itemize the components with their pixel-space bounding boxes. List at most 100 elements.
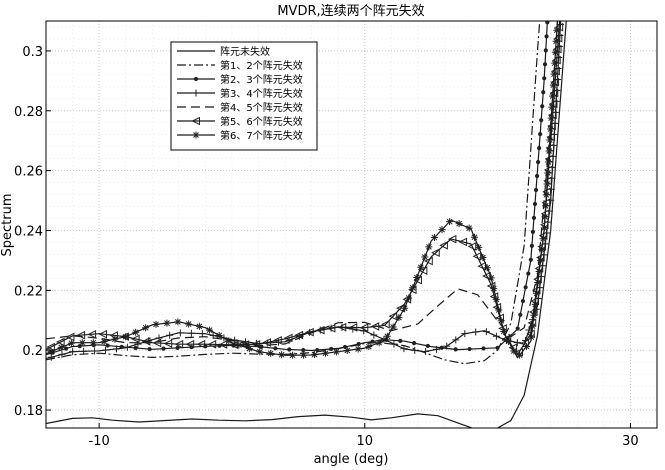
data-point-plus: [187, 329, 195, 337]
data-point-dot: [425, 343, 430, 349]
data-point-star: [544, 169, 552, 177]
y-tick-label: 0.2: [22, 344, 43, 359]
data-point-star: [487, 274, 495, 282]
data-point-star: [354, 345, 362, 353]
data-point-triangle: [467, 242, 477, 251]
legend-entry: 第5、6个阵元失效: [177, 115, 303, 128]
data-point-star: [383, 332, 391, 340]
data-point-triangle: [152, 338, 162, 348]
data-point-star: [551, 59, 559, 67]
data-point-triangle: [472, 251, 482, 261]
data-point-star: [100, 338, 108, 346]
data-point-star: [57, 343, 65, 351]
data-point-star: [267, 349, 275, 357]
data-point-triangle: [76, 330, 86, 340]
data-point-triangle: [554, 22, 564, 32]
data-point-star: [533, 289, 541, 297]
data-point-dot: [175, 345, 180, 350]
series-1: [46, 21, 567, 428]
legend-box: [170, 41, 318, 151]
data-point-star: [497, 317, 505, 325]
data-point-plus: [91, 347, 99, 355]
data-point-star: [413, 274, 421, 282]
data-point-triangle: [348, 323, 358, 332]
data-point-dot: [412, 341, 417, 346]
x-tick-label: -10: [89, 434, 110, 449]
data-point-triangle: [294, 330, 304, 340]
legend-label: 第2、3个阵元失效: [220, 73, 303, 86]
data-point-star: [421, 253, 429, 261]
legend-entry: 第1、2个阵元失效: [177, 59, 303, 72]
data-point-star: [163, 319, 171, 327]
data-point-dot: [495, 345, 500, 350]
data-point-star: [235, 341, 243, 349]
series-5: [46, 21, 559, 347]
data-point-plus: [513, 339, 521, 347]
data-point-plus: [400, 345, 408, 353]
legend-entry: 第2、3个阵元失效: [177, 73, 303, 86]
data-point-star: [523, 343, 531, 351]
data-point-star: [548, 103, 556, 111]
data-point-triangle: [326, 323, 336, 333]
legend-label: 第4、5个阵元失效: [220, 101, 303, 114]
data-point-dot: [273, 346, 278, 351]
data-point-star: [475, 243, 483, 251]
data-point-triangle: [447, 234, 457, 244]
data-point-triangle: [418, 266, 428, 275]
data-point-dot: [329, 346, 334, 352]
data-point-plus: [482, 328, 490, 336]
data-point-dot: [540, 104, 545, 109]
data-point-dot: [538, 132, 543, 137]
data-point-dot: [147, 346, 152, 352]
y-axis-label: Spectrum: [0, 194, 15, 257]
data-point-plus: [472, 328, 480, 336]
data-point-dot: [315, 347, 320, 353]
legend-entry: 阵元未失效: [177, 45, 270, 58]
data-point-plus: [452, 336, 460, 344]
data-point-star: [446, 218, 454, 226]
data-point-dot: [539, 118, 544, 123]
data-point-star: [495, 306, 503, 314]
data-point-dot: [531, 215, 537, 221]
data-point-dot: [193, 76, 199, 82]
data-point-star: [536, 257, 544, 265]
data-point-star: [544, 158, 552, 166]
data-point-star: [535, 268, 543, 276]
y-tick-label: 0.22: [14, 284, 43, 299]
data-point-plus: [198, 330, 206, 338]
data-point-star: [527, 333, 535, 341]
data-point-star: [132, 328, 140, 336]
data-point-plus: [123, 343, 131, 351]
data-point-star: [300, 351, 308, 359]
legend-label: 第1、2个阵元失效: [220, 59, 303, 72]
data-point-star: [539, 235, 547, 243]
data-point-star: [215, 332, 223, 340]
y-tick-label: 0.24: [14, 224, 43, 239]
data-point-plus: [176, 329, 184, 337]
data-point-star: [483, 264, 491, 272]
data-point-dot: [515, 326, 520, 331]
data-point-star: [465, 224, 473, 232]
data-point-star: [174, 318, 182, 326]
data-point-dot: [133, 345, 138, 351]
data-point-dot: [544, 34, 549, 39]
data-point-triangle: [174, 339, 184, 349]
data-point-star: [89, 339, 97, 347]
data-point-triangle: [486, 281, 496, 291]
data-point-star: [549, 92, 557, 100]
data-point-plus: [461, 330, 469, 338]
data-point-dot: [287, 347, 292, 352]
data-point-star: [311, 351, 319, 359]
legend-label: 第6、7个阵元失效: [220, 129, 303, 142]
data-point-plus: [492, 332, 500, 340]
data-point-triangle: [196, 339, 206, 349]
data-point-dot: [534, 173, 540, 179]
data-point-star: [531, 300, 539, 308]
data-point-star: [343, 346, 351, 354]
grid: [45, 21, 658, 428]
data-point-dot: [481, 346, 486, 351]
legend: 阵元未失效第1、2个阵元失效第2、3个阵元失效第3、4个阵元失效第4、5个阵元失…: [170, 41, 318, 151]
series-line: [46, 21, 559, 347]
data-point-star: [516, 351, 524, 359]
